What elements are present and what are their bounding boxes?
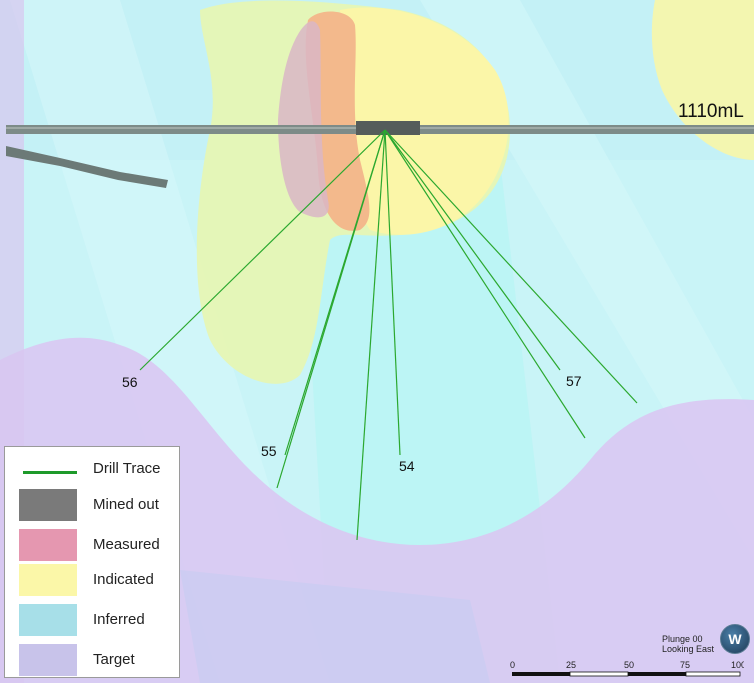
inferred-swatch bbox=[19, 604, 77, 636]
scale-segment-dark bbox=[628, 672, 686, 676]
legend-item-measured: Measured bbox=[5, 527, 181, 563]
scale-tick-label: 50 bbox=[624, 660, 634, 670]
level-label: 1110mL bbox=[678, 101, 744, 122]
orientation-note: Plunge 00 Looking East bbox=[662, 634, 714, 654]
legend-item-drill-trace: Drill Trace bbox=[5, 451, 181, 487]
drill-hole-label-55: 55 bbox=[261, 443, 277, 459]
drill-traces bbox=[139, 129, 638, 541]
legend-label: Target bbox=[93, 651, 135, 668]
legend-item-inferred: Inferred bbox=[5, 602, 181, 638]
drill-trace-57a bbox=[384, 129, 586, 439]
measured-swatch bbox=[19, 529, 77, 561]
legend-label: Measured bbox=[93, 536, 160, 553]
map-legend: Drill Trace Mined out Measured Indicated… bbox=[4, 446, 180, 678]
logo-letter: W bbox=[728, 631, 742, 647]
looking-text: Looking East bbox=[662, 644, 715, 654]
target-overlap bbox=[180, 570, 490, 683]
drill-trace-symbol bbox=[23, 471, 77, 474]
legend-label: Mined out bbox=[93, 496, 159, 513]
legend-label: Inferred bbox=[93, 611, 145, 628]
drill-trace-54b bbox=[384, 129, 401, 456]
scale-segment-dark bbox=[512, 672, 570, 676]
indicated-swatch bbox=[19, 564, 77, 596]
scale-tick-label: 100 bbox=[731, 660, 744, 670]
scale-bar: 0 25 50 75 100 bbox=[510, 660, 744, 677]
drill-trace-55b bbox=[284, 129, 386, 456]
mined-out-stope bbox=[356, 121, 420, 135]
drill-trace-54a bbox=[356, 129, 386, 541]
legend-item-target: Target bbox=[5, 642, 181, 678]
drill-hole-label-56: 56 bbox=[122, 374, 138, 390]
drill-trace-56 bbox=[139, 129, 386, 371]
scale-tick-label: 0 bbox=[510, 660, 515, 670]
company-logo: W bbox=[720, 624, 750, 654]
drill-hole-label-57: 57 bbox=[566, 373, 582, 389]
measured-zone-pink bbox=[278, 21, 329, 218]
legend-item-mined-out: Mined out bbox=[5, 487, 181, 523]
drill-hole-label-54: 54 bbox=[399, 458, 415, 474]
scale-tick-label: 75 bbox=[680, 660, 690, 670]
drill-trace-57b bbox=[384, 129, 561, 371]
drill-trace-57c bbox=[384, 129, 638, 404]
scale-tick-label: 25 bbox=[566, 660, 576, 670]
scale-segment-light bbox=[569, 671, 629, 677]
legend-label: Drill Trace bbox=[93, 460, 161, 477]
mined-out-decline bbox=[6, 146, 168, 188]
plunge-text: Plunge 00 bbox=[662, 634, 703, 644]
indicated-zone-right bbox=[651, 0, 754, 160]
scale-segment-light bbox=[685, 671, 741, 677]
mined-out-swatch bbox=[19, 489, 77, 521]
legend-item-indicated: Indicated bbox=[5, 562, 181, 598]
legend-label: Indicated bbox=[93, 571, 154, 588]
target-swatch bbox=[19, 644, 77, 676]
